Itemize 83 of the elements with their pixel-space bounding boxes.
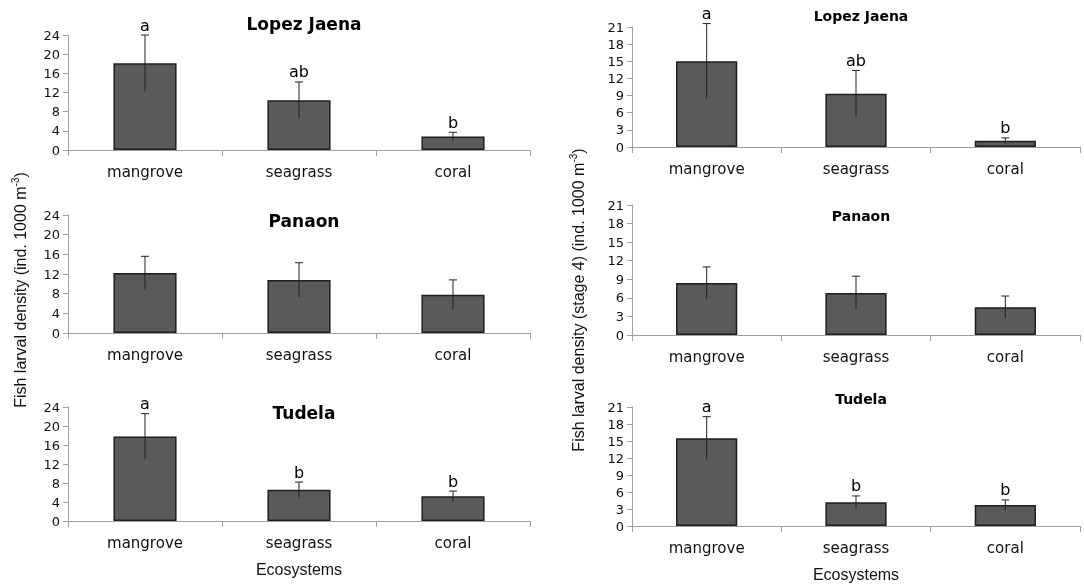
- annotation: b: [447, 471, 459, 491]
- x-axis-title: Ecosystems: [812, 565, 900, 583]
- chart-title: Lopez Jaena: [246, 13, 362, 34]
- y-tick-label: 3: [615, 501, 624, 517]
- x-tick-label: coral: [434, 533, 472, 552]
- x-tick-label: mangrove: [107, 162, 183, 181]
- x-tick-label: coral: [986, 159, 1024, 178]
- x-tick-label: mangrove: [107, 345, 183, 364]
- chart-title: Tudela: [835, 391, 887, 407]
- x-tick-label: coral: [434, 162, 472, 181]
- y-tick-label: 20: [43, 418, 60, 434]
- y-tick-label: 12: [43, 266, 60, 282]
- chart-title: Tudela: [272, 402, 336, 423]
- y-tick-label: 3: [615, 308, 624, 324]
- y-tick-label: 0: [51, 325, 60, 341]
- annotation: ab: [846, 50, 866, 70]
- y-tick-label: 4: [51, 494, 60, 510]
- y-tick-label: 15: [607, 234, 624, 250]
- y-tick-label: 9: [615, 271, 624, 287]
- y-tick-label: 12: [43, 85, 60, 100]
- y-tick-label: 0: [615, 518, 624, 534]
- y-tick-label: 12: [607, 70, 624, 86]
- y-tick-label: 18: [607, 36, 624, 52]
- y-tick-label: 3: [615, 122, 624, 138]
- y-tick-label: 21: [607, 399, 624, 415]
- y-tick-label: 8: [51, 475, 60, 491]
- y-tick-label: 24: [43, 27, 60, 43]
- annotation: a: [701, 4, 712, 24]
- x-tick-label: seagrass: [822, 538, 890, 557]
- y-tick-label: 15: [607, 433, 624, 449]
- annotation: ab: [289, 62, 309, 82]
- x-tick-label: mangrove: [668, 347, 745, 366]
- annotation: b: [447, 112, 459, 132]
- x-tick-label: seagrass: [822, 347, 890, 366]
- annotation: b: [850, 476, 862, 496]
- x-tick-label: coral: [986, 538, 1024, 557]
- x-tick-label: seagrass: [265, 162, 333, 181]
- y-tick-label: 12: [607, 253, 624, 269]
- y-tick-label: 18: [607, 216, 624, 232]
- y-tick-label: 24: [43, 207, 60, 223]
- y-tick-label: 16: [43, 437, 60, 453]
- chart-title: Panaon: [831, 208, 891, 224]
- y-tick-label: 8: [51, 286, 60, 302]
- x-tick-label: coral: [986, 347, 1024, 366]
- annotation: a: [140, 394, 150, 414]
- y-tick-label: 21: [607, 19, 624, 35]
- x-tick-label: seagrass: [265, 533, 333, 552]
- chart-title: Lopez Jaena: [813, 8, 909, 24]
- y-tick-label: 20: [43, 46, 60, 62]
- x-tick-label: mangrove: [107, 533, 183, 552]
- y-tick-label: 20: [43, 227, 60, 243]
- y-tick-label: 0: [51, 513, 60, 529]
- y-tick-label: 6: [615, 290, 624, 306]
- y-tick-label: 6: [615, 105, 624, 121]
- y-tick-label: 16: [43, 65, 60, 81]
- y-tick-label: 21: [607, 197, 624, 213]
- y-tick-label: 16: [43, 246, 60, 262]
- y-tick-label: 18: [607, 416, 624, 432]
- x-tick-label: mangrove: [668, 538, 745, 557]
- y-tick-label: 9: [615, 467, 624, 483]
- x-tick-label: coral: [434, 345, 472, 364]
- y-tick-label: 0: [615, 327, 624, 343]
- y-tick-label: 0: [51, 142, 60, 158]
- y-tick-label: 4: [51, 123, 60, 139]
- y-tick-label: 15: [607, 53, 624, 69]
- y-tick-label: 9: [615, 88, 624, 104]
- annotation: b: [293, 462, 305, 482]
- x-axis-title: Ecosystems: [255, 560, 343, 578]
- annotation: a: [140, 15, 150, 35]
- y-tick-label: 24: [43, 399, 60, 415]
- y-tick-label: 6: [615, 484, 624, 500]
- y-tick-label: 12: [607, 450, 624, 466]
- x-tick-label: mangrove: [668, 159, 745, 178]
- x-tick-label: seagrass: [265, 345, 333, 364]
- y-tick-label: 4: [51, 305, 60, 321]
- chart-title: Panaon: [268, 210, 340, 231]
- y-tick-label: 0: [615, 139, 624, 155]
- x-tick-label: seagrass: [822, 159, 890, 178]
- annotation: a: [701, 397, 712, 417]
- y-tick-label: 8: [51, 104, 60, 120]
- annotation: b: [1000, 480, 1011, 500]
- y-tick-label: 12: [43, 456, 60, 472]
- annotation: b: [1000, 118, 1011, 138]
